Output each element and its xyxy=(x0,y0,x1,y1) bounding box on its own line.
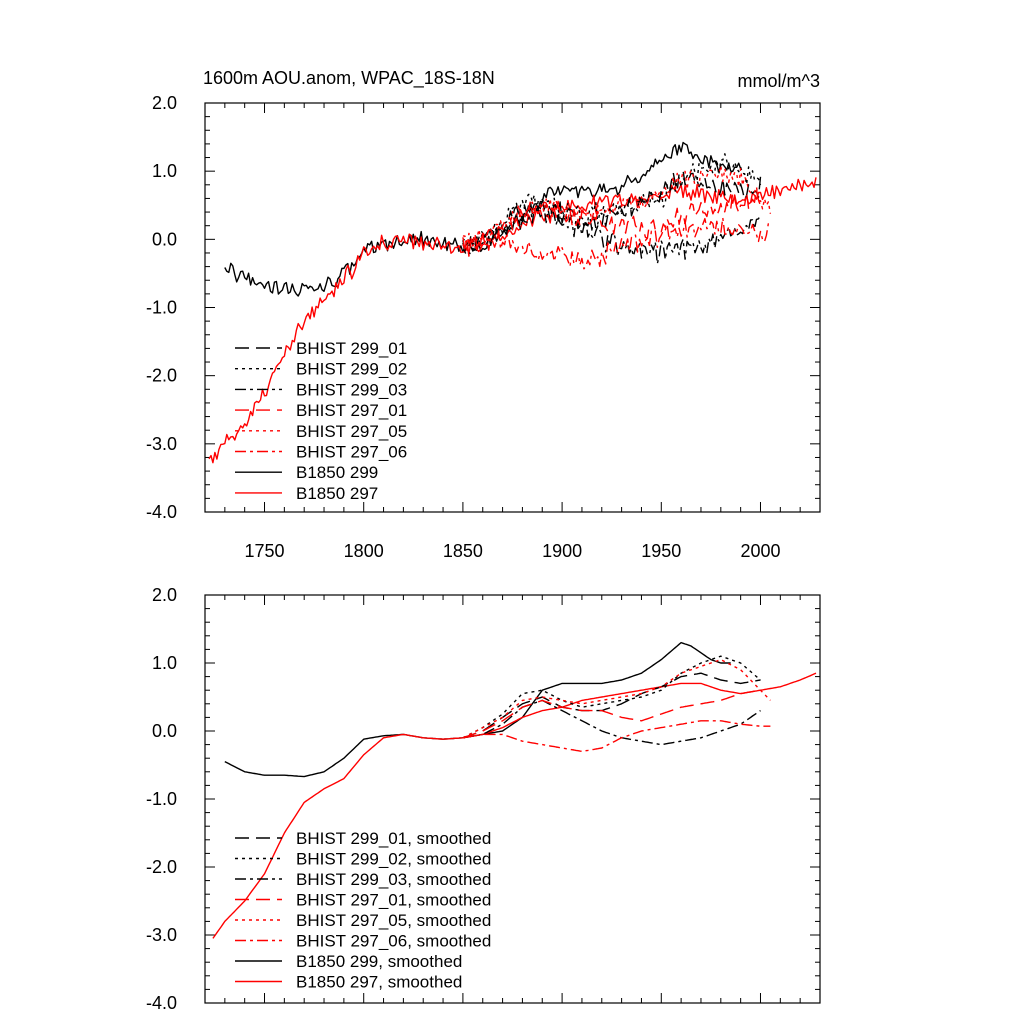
series-line-bhist-299-01 xyxy=(462,170,762,252)
series-line-b1850-299 xyxy=(224,141,742,297)
legend-item: BHIST 299_01 xyxy=(235,339,407,358)
legend-item: BHIST 297_06 xyxy=(235,443,407,462)
legend-label: BHIST 297_06, smoothed xyxy=(296,932,491,951)
legend-label: B1850 297 xyxy=(296,484,378,503)
y-tick-label: -4.0 xyxy=(146,502,177,522)
legend-label: BHIST 297_01 xyxy=(296,401,407,420)
legend-item: B1850 297 xyxy=(235,484,378,503)
series-line-bhist-297-01-smoothed xyxy=(462,689,761,739)
legend-item: BHIST 299_02 xyxy=(235,360,407,379)
legend-label: BHIST 299_01 xyxy=(296,339,407,358)
y-tick-label: -3.0 xyxy=(146,434,177,454)
legend-label: B1850 299, smoothed xyxy=(296,952,462,971)
legend-item: BHIST 299_01, smoothed xyxy=(235,829,491,848)
y-tick-label: 1.0 xyxy=(152,653,177,673)
top-panel-units: mmol/m^3 xyxy=(738,71,820,91)
legend-item: BHIST 297_01, smoothed xyxy=(235,891,491,910)
series-line-bhist-299-03 xyxy=(462,205,762,265)
y-tick-label: 2.0 xyxy=(152,93,177,113)
y-axis: 2.0 1.0 0.0 -1.0 -2.0 -3.0 -4.0 xyxy=(146,93,820,522)
legend-item: BHIST 299_03 xyxy=(235,380,407,399)
y-tick-label: 2.0 xyxy=(152,585,177,605)
series-line-b1850-297-smoothed xyxy=(212,672,817,939)
x-tick-label: 1900 xyxy=(542,541,582,561)
y-tick-label: 0.0 xyxy=(152,229,177,249)
x-tick-label: 2000 xyxy=(740,541,780,561)
series-group xyxy=(208,141,817,464)
bottom-panel: 2.0 1.0 0.0 -1.0 -2.0 -3.0 -4.0 BHIST 299_01, s… xyxy=(146,585,821,1013)
legend-label: BHIST 299_02 xyxy=(296,360,407,379)
x-axis xyxy=(204,595,821,1003)
x-tick-label: 1850 xyxy=(443,541,483,561)
y-tick-label: -2.0 xyxy=(146,366,177,386)
top-panel: 2.0 1.0 0.0 -1.0 -2.0 -3.0 -4.0 1750 1800 1850 190… xyxy=(146,93,821,561)
x-axis: 1750 1800 1850 1900 1950 2000 xyxy=(204,103,821,561)
legend-label: BHIST 297_05 xyxy=(296,422,407,441)
y-axis: 2.0 1.0 0.0 -1.0 -2.0 -3.0 -4.0 xyxy=(146,585,820,1013)
series-line-b1850-297 xyxy=(208,177,817,464)
legend-label: BHIST 297_05, smoothed xyxy=(296,911,491,930)
series-line-bhist-297-01 xyxy=(462,188,762,257)
x-tick-label: 1950 xyxy=(641,541,681,561)
x-tick-label: 1800 xyxy=(344,541,384,561)
series-line-bhist-299-02-smoothed xyxy=(462,655,761,739)
legend-item: BHIST 299_03, smoothed xyxy=(235,870,491,889)
legend-label: BHIST 299_01, smoothed xyxy=(296,829,491,848)
legend-item: B1850 299 xyxy=(235,463,378,482)
top-panel-title: 1600m AOU.anom, WPAC_18S-18N xyxy=(203,68,495,89)
series-line-bhist-299-03-smoothed xyxy=(462,699,761,746)
legend-item: BHIST 297_06, smoothed xyxy=(235,932,491,951)
legend-label: BHIST 299_02, smoothed xyxy=(296,850,491,869)
series-line-bhist-297-06-smoothed xyxy=(462,720,771,753)
y-tick-label: 0.0 xyxy=(152,721,177,741)
legend-item: BHIST 297_05 xyxy=(235,422,407,441)
x-tick-label: 1750 xyxy=(244,541,284,561)
y-tick-label: -2.0 xyxy=(146,857,177,877)
legend-item: B1850 297, smoothed xyxy=(235,973,462,992)
legend-item: BHIST 299_02, smoothed xyxy=(235,850,491,869)
legend-label: BHIST 299_03, smoothed xyxy=(296,870,491,889)
series-group xyxy=(212,641,817,939)
y-tick-label: -1.0 xyxy=(146,789,177,809)
legend-item: BHIST 297_01 xyxy=(235,401,407,420)
legend-item: BHIST 297_05, smoothed xyxy=(235,911,491,930)
legend: BHIST 299_01, smoothed BHIST 299_02, smoo… xyxy=(235,829,491,992)
y-tick-label: 1.0 xyxy=(152,161,177,181)
y-tick-label: -4.0 xyxy=(146,993,177,1013)
legend-label: B1850 299 xyxy=(296,463,378,482)
legend-label: BHIST 297_06 xyxy=(296,443,407,462)
legend-label: B1850 297, smoothed xyxy=(296,973,462,992)
y-tick-label: -3.0 xyxy=(146,925,177,945)
legend-item: B1850 299, smoothed xyxy=(235,952,462,971)
legend-label: BHIST 297_01, smoothed xyxy=(296,891,491,910)
legend-label: BHIST 299_03 xyxy=(296,380,407,399)
series-line-bhist-299-02 xyxy=(462,153,762,248)
y-tick-label: -1.0 xyxy=(146,298,177,318)
